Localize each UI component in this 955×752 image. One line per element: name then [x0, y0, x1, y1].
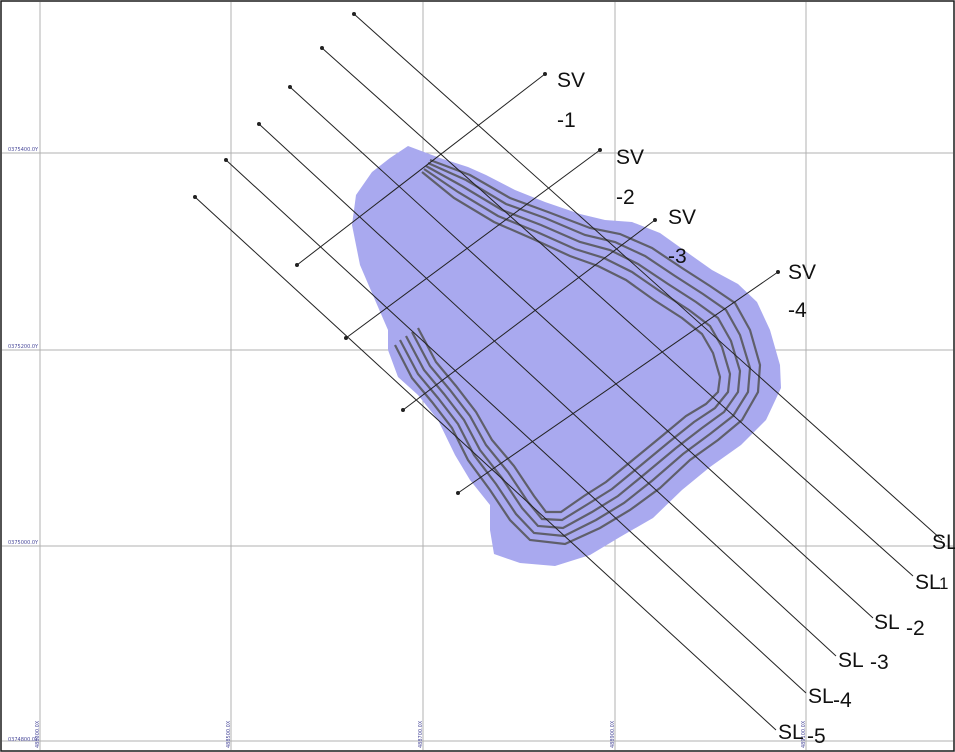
section-line-label-3: SL — [838, 649, 864, 672]
section-line-label-4: SL — [808, 685, 834, 708]
section-line-2 — [289, 86, 874, 619]
section-line-label-5: SL — [778, 721, 804, 744]
section-line-number-3: -3 — [870, 651, 889, 674]
vertical-section-endpoint — [653, 218, 657, 222]
vertical-section-label-4-number: -4 — [788, 299, 807, 322]
northing-label: 0375200.0Y — [8, 344, 39, 350]
northing-label: 0375400.0Y — [8, 147, 39, 153]
vertical-section-line-3 — [402, 219, 656, 411]
section-line-label-text: SL — [932, 532, 955, 553]
vertical-section-label-3-number: -3 — [668, 245, 687, 268]
vertical-section-label-4: SV — [788, 261, 817, 284]
vertical-section-endpoint — [344, 336, 348, 340]
vertical-section-line-4 — [457, 271, 779, 494]
vertical-section-endpoint — [295, 263, 299, 267]
section-line-5 — [194, 196, 777, 731]
vertical-section-endpoint — [543, 72, 547, 76]
easting-label: 488700.0X — [418, 720, 424, 748]
section-line-endpoint — [193, 195, 197, 199]
section-line-label-text: SL — [915, 571, 941, 594]
vertical-section-endpoint — [598, 148, 602, 152]
vertical-section-endpoint — [776, 270, 780, 274]
vertical-section-label-2-number: -2 — [616, 186, 635, 209]
section-line-label-2: SL — [874, 611, 900, 634]
easting-label: 488900.0X — [610, 720, 616, 748]
vertical-section-endpoint — [401, 408, 405, 412]
section-line-label-1: SL — [915, 572, 941, 593]
section-line-3 — [258, 123, 837, 657]
pit-outline — [352, 146, 781, 566]
easting-label: 488500.0X — [226, 720, 232, 748]
bench-line-3 — [405, 165, 742, 530]
bench-line-2 — [399, 161, 752, 538]
section-line-number-2: -2 — [906, 617, 925, 640]
section-line-number-5: -5 — [807, 725, 826, 748]
section-line-endpoint — [352, 12, 356, 16]
vertical-section-label-3: SV — [668, 206, 697, 229]
section-line-endpoint — [320, 46, 324, 50]
vertical-section-endpoint — [456, 491, 460, 495]
section-line-endpoint — [257, 122, 261, 126]
bench-line-5 — [417, 171, 722, 514]
section-line-label-0: SL — [932, 532, 955, 553]
vertical-section-line-1 — [296, 73, 546, 266]
section-line-endpoint — [288, 85, 292, 89]
section-line-4 — [225, 159, 807, 694]
easting-label: 488300.0X — [35, 720, 41, 748]
vertical-section-label-1: SV — [557, 69, 586, 92]
section-lines — [193, 12, 943, 731]
bench-contours — [394, 158, 762, 546]
section-line-0 — [353, 13, 943, 541]
vertical-section-label-2: SV — [616, 146, 645, 169]
vertical-section-line-2 — [345, 149, 601, 339]
vertical-section-lines — [295, 72, 780, 495]
northing-label: 0374800.0Y — [8, 737, 39, 743]
bench-line-4 — [411, 168, 732, 522]
section-line-1 — [321, 47, 914, 577]
vertical-section-label-1-number: -1 — [557, 109, 576, 132]
section-line-number-1: 1 — [939, 574, 949, 593]
section-line-endpoint — [224, 158, 228, 162]
section-line-number-4: -4 — [833, 689, 852, 712]
northing-label: 0375000.0Y — [8, 540, 39, 546]
bench-line-1 — [394, 158, 762, 546]
